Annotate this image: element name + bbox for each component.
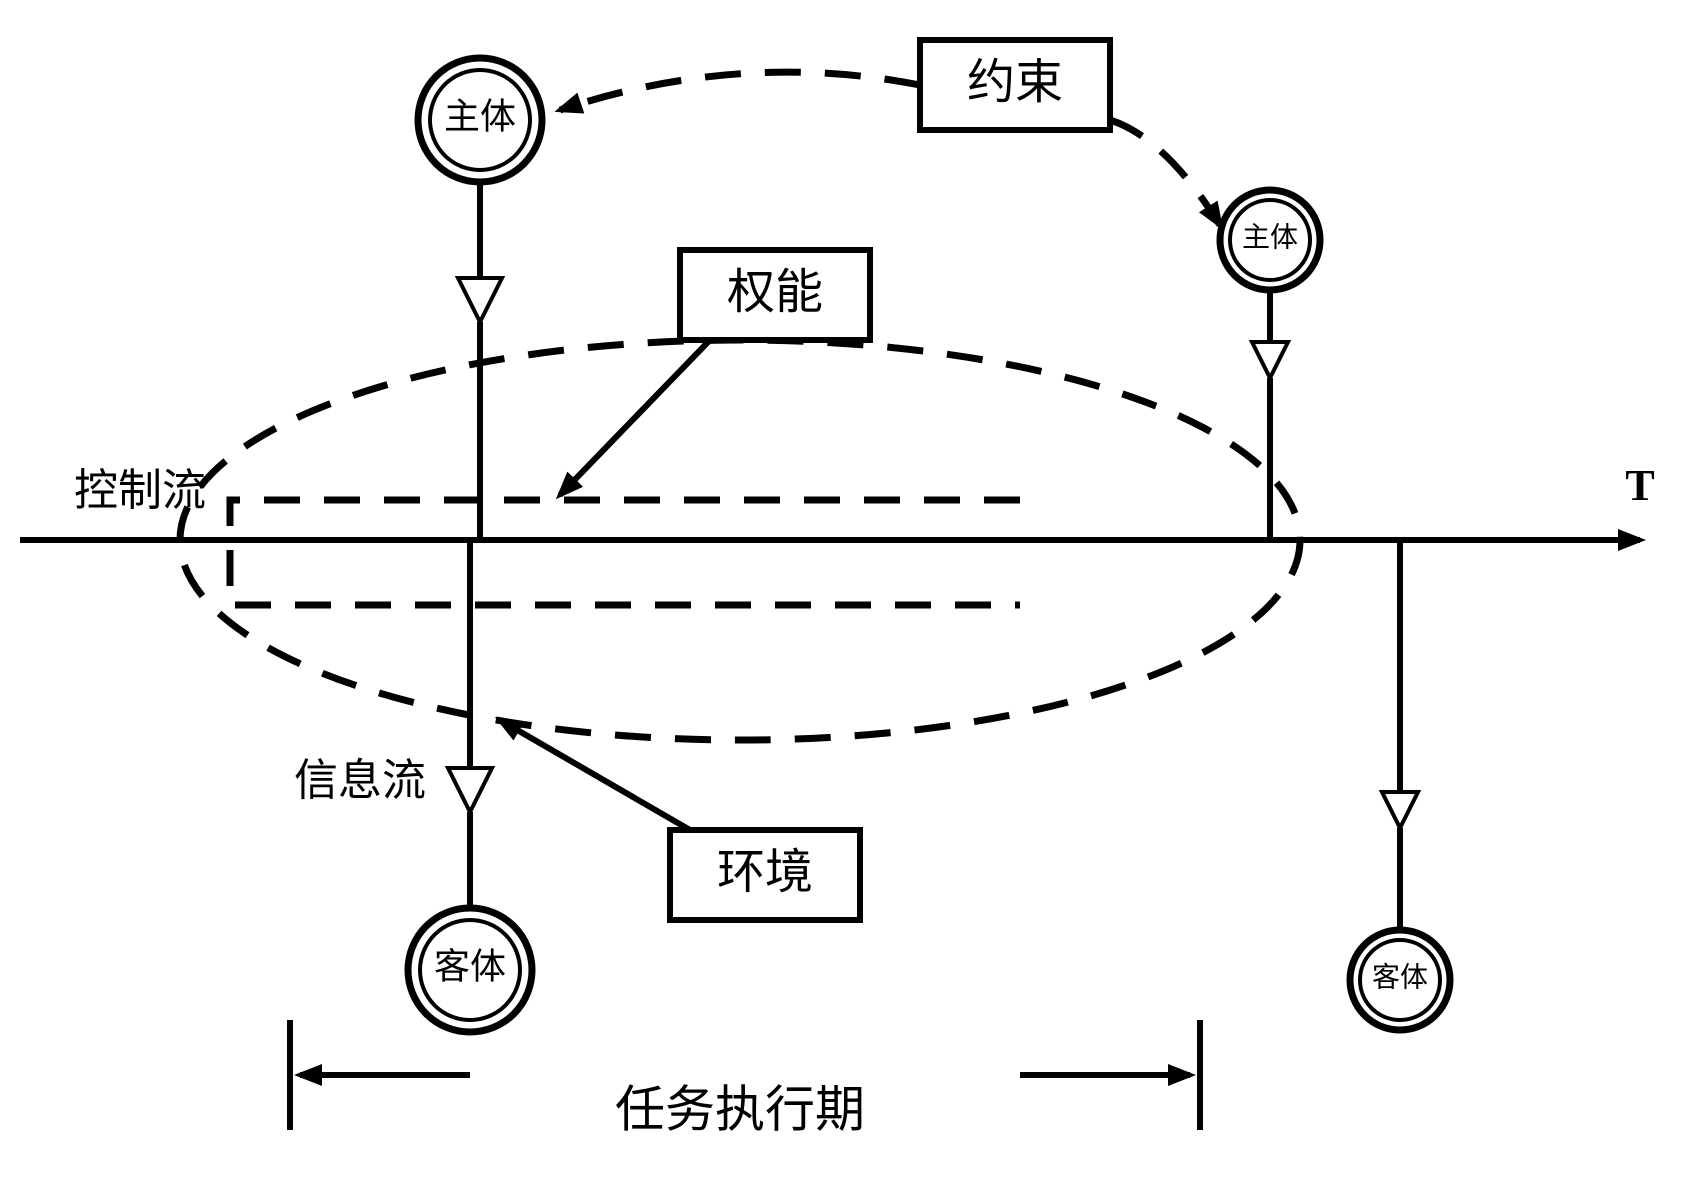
object-small-label: 客体 — [1372, 961, 1428, 993]
capability-box-dashed — [230, 500, 1020, 605]
axis-t-label: T — [1625, 461, 1654, 510]
environment-arrow — [500, 720, 690, 830]
environment-label-box: 环境 — [670, 830, 860, 920]
constraint-label-box: 约束 — [920, 40, 1110, 130]
constraint-arrow-left — [560, 72, 920, 110]
subject-small-group: 主体 — [1220, 190, 1320, 540]
task-period-bar: 任务执行期 — [290, 1020, 1200, 1137]
svg-text:权能: 权能 — [727, 266, 823, 319]
control-flow-label: 控制流 — [74, 466, 206, 515]
subject-large-label: 主体 — [444, 96, 516, 136]
object-large-group: 客体 — [408, 540, 532, 1032]
object-small-group: 客体 — [1350, 540, 1450, 1030]
task-period-label: 任务执行期 — [615, 1081, 865, 1137]
capability-arrow — [560, 340, 710, 495]
subject-small-label: 主体 — [1242, 221, 1298, 253]
capability-label-box: 权能 — [680, 250, 870, 340]
constraint-arrow-right — [1110, 120, 1220, 225]
svg-text:约束: 约束 — [967, 56, 1063, 109]
info-flow-label: 信息流 — [294, 756, 426, 805]
object-large-label: 客体 — [434, 946, 506, 986]
subject-large-group: 主体 — [418, 58, 542, 540]
svg-text:环境: 环境 — [717, 846, 813, 899]
